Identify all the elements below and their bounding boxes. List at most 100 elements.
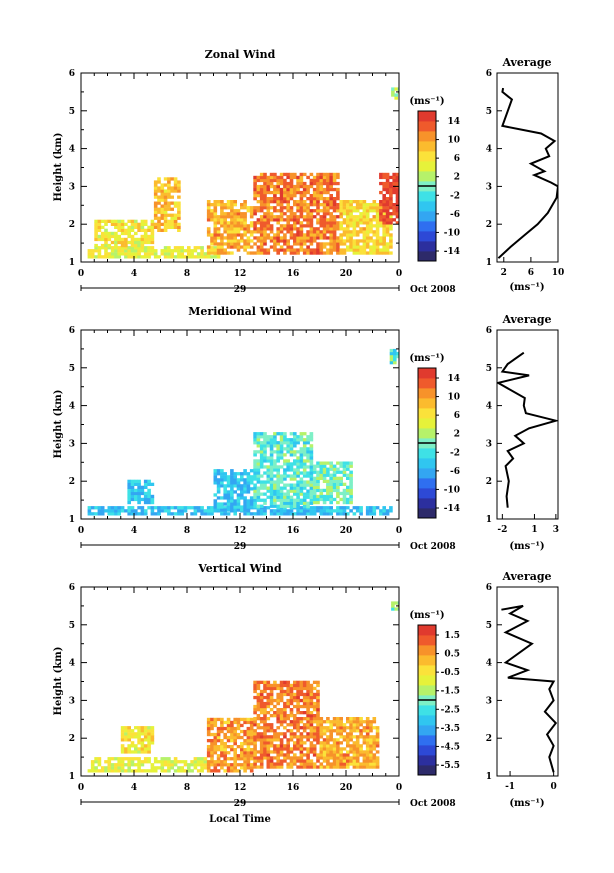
heatmap-cell (329, 485, 333, 489)
heatmap-cell (293, 194, 297, 198)
heatmap-cell (216, 754, 221, 758)
heatmap-cell (266, 680, 271, 684)
heatmap-cell (266, 221, 271, 225)
heatmap-cell (259, 444, 264, 448)
heatmap-cell (342, 723, 347, 727)
heatmap-cell (385, 175, 390, 180)
heatmap-cell (293, 477, 297, 481)
heatmap-cell (266, 444, 271, 448)
heatmap-cell (375, 221, 380, 225)
heatmap-cell (393, 354, 397, 359)
heatmap-cell (309, 701, 314, 706)
heatmap-cell (302, 239, 307, 243)
avg-ytick-label: 2 (486, 220, 492, 230)
heatmap-cell (117, 255, 121, 259)
heatmap-cell (230, 481, 234, 485)
heatmap-cell (316, 756, 320, 760)
heatmap-cell (114, 234, 118, 239)
heatmap-cell (266, 480, 271, 484)
heatmap-cell (382, 197, 386, 201)
heatmap-cell (306, 474, 310, 478)
heatmap-cell (332, 467, 337, 471)
heatmap-cell (107, 255, 112, 259)
heatmap-cell (283, 501, 287, 505)
heatmap-cell (293, 187, 297, 192)
heatmap-cell (259, 233, 264, 237)
heatmap-cell (316, 178, 320, 183)
heatmap-cell (104, 222, 108, 226)
heatmap-cell (216, 726, 221, 731)
heatmap-cell (316, 695, 320, 700)
heatmap-cell (147, 726, 151, 730)
heatmap-cell (342, 242, 347, 246)
heatmap-cell (283, 190, 287, 195)
heatmap-cell (170, 189, 174, 193)
heatmap-cell (316, 248, 320, 252)
heatmap-cell (97, 222, 102, 226)
heatmap-cell (236, 472, 241, 476)
heatmap-cell (230, 505, 234, 509)
heatmap-cell (243, 502, 247, 506)
heatmap-cell (379, 218, 383, 222)
heatmap-cell (395, 206, 399, 210)
heatmap-cell (352, 242, 357, 246)
heatmap-cell (299, 683, 304, 688)
heatmap-cell (322, 720, 327, 724)
heatmap-cell (256, 512, 261, 516)
heatmap-cell (124, 747, 128, 751)
heatmap-cell (104, 231, 108, 236)
colorbar-tick-label: -14 (444, 504, 460, 514)
heatmap-cell (269, 756, 274, 760)
ytick-label: 4 (69, 659, 75, 669)
heatmap-cell (269, 224, 274, 228)
xaxis-vertical: 0 4 8 12 16 20 029 Oct 2008 (78, 587, 456, 809)
heatmap-cell (375, 750, 380, 754)
heatmap-cell (332, 227, 337, 231)
heatmap-cell (253, 242, 257, 246)
heatmap-cell (336, 197, 340, 201)
heatmap-cell (210, 509, 214, 513)
heatmap-cell (140, 738, 145, 742)
heatmap-cell (322, 218, 327, 222)
heatmap-cell (266, 438, 271, 442)
heatmap-cell (223, 751, 227, 755)
heatmap-cell (382, 242, 386, 246)
heatmap-cell (127, 506, 131, 510)
heatmap-cell (253, 197, 257, 201)
heatmap-cell (223, 502, 227, 506)
heatmap-cell (259, 221, 264, 225)
heatmap-cell (94, 757, 98, 761)
heatmap-cell (279, 200, 284, 204)
heatmap-cell (296, 741, 300, 745)
heatmap-cell (216, 732, 221, 737)
colorbar-swatch (418, 715, 436, 726)
heatmap-cell (253, 741, 257, 745)
heatmap-cell (299, 175, 304, 180)
heatmap-cell (365, 741, 370, 745)
heatmap-cell (362, 215, 367, 219)
heatmap-zonal (87, 87, 399, 259)
heatmap-cell (269, 227, 274, 231)
heatmap-cell (193, 760, 198, 764)
heatmap-cell (259, 242, 264, 246)
heatmap-cell (170, 177, 174, 181)
heatmap-cell (203, 512, 208, 516)
heatmap-cell (286, 200, 290, 204)
heatmap-cell (249, 215, 254, 219)
heatmap-cell (293, 714, 297, 718)
heatmap-cell (312, 720, 317, 724)
heatmap-cell (273, 486, 277, 490)
heatmap-cell (293, 248, 297, 252)
xtick-label: 20 (340, 526, 353, 536)
heatmap-cell (372, 717, 377, 721)
heatmap-cell (150, 512, 155, 516)
heatmap-cell (355, 206, 360, 210)
heatmap-cell (326, 497, 330, 502)
heatmap-cell (346, 224, 350, 228)
heatmap-cell (286, 465, 290, 469)
heatmap-cell (369, 756, 373, 760)
heatmap-cell (130, 246, 135, 250)
heatmap-cell (276, 453, 280, 457)
heatmap-cell (346, 500, 350, 505)
heatmap-cell (283, 435, 287, 439)
